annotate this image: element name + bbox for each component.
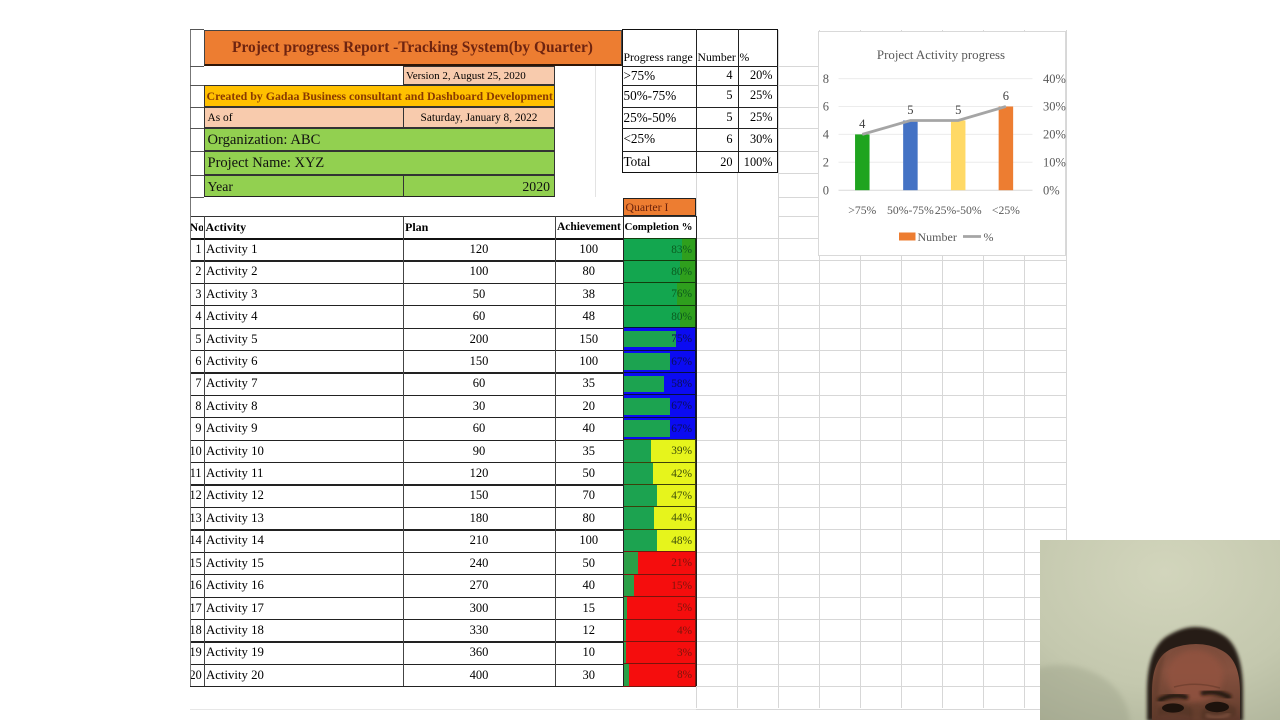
svg-text:Number: Number [917, 230, 956, 244]
svg-text:4: 4 [822, 127, 829, 141]
svg-text:8: 8 [822, 72, 828, 86]
svg-text:2: 2 [822, 155, 828, 169]
svg-text:30%: 30% [1043, 99, 1066, 113]
svg-text:10%: 10% [1043, 155, 1066, 169]
svg-text:<25%: <25% [991, 204, 1019, 217]
svg-text:6: 6 [1002, 89, 1008, 103]
svg-text:%: % [983, 230, 993, 244]
svg-text:20%: 20% [1043, 127, 1066, 141]
svg-text:5: 5 [955, 103, 961, 117]
svg-text:50%-75%: 50%-75% [887, 204, 934, 217]
svg-text:40%: 40% [1043, 72, 1066, 86]
svg-text:25%-50%: 25%-50% [934, 204, 981, 217]
svg-text:0: 0 [822, 183, 828, 197]
svg-text:5: 5 [907, 103, 913, 117]
svg-text:0%: 0% [1043, 183, 1060, 197]
svg-text:6: 6 [822, 99, 828, 113]
svg-text:Project Activity progress: Project Activity progress [876, 48, 1004, 62]
svg-text:>75%: >75% [848, 204, 876, 217]
svg-text:4: 4 [859, 117, 866, 131]
